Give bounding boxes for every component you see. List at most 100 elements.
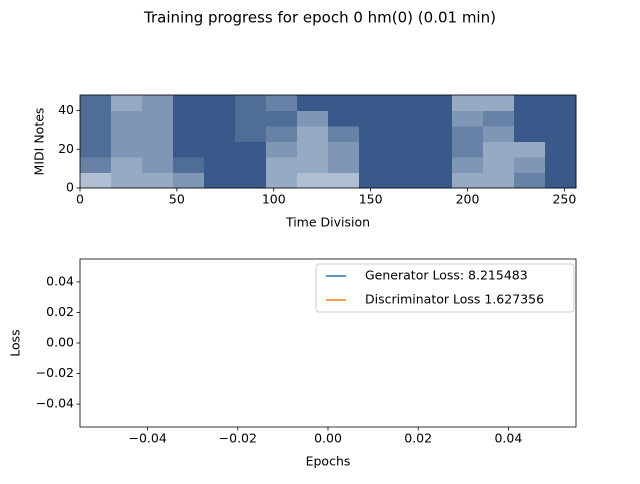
y-axis-label: MIDI Notes <box>32 108 47 176</box>
x-tick-label: 0.02 <box>404 431 432 446</box>
heat-cell <box>142 172 174 189</box>
y-tick-label: 40 <box>58 102 74 117</box>
axes-frame <box>79 94 577 189</box>
y-axis-label: Loss <box>8 329 23 356</box>
heat-cell <box>421 141 453 158</box>
heat-cell <box>173 172 205 189</box>
heat-cell <box>204 141 236 158</box>
heat-cell <box>514 126 546 142</box>
heat-cell <box>297 110 329 127</box>
heat-cell <box>235 110 267 127</box>
heat-cell <box>142 95 174 111</box>
heat-cell <box>142 141 174 158</box>
heat-cell <box>297 126 329 142</box>
y-tick-label: 0.04 <box>46 273 74 288</box>
heat-cell <box>111 126 143 142</box>
heat-cell <box>452 157 484 173</box>
y-tick-label: 0.00 <box>46 335 74 350</box>
heat-cell <box>328 95 360 111</box>
heat-cell <box>80 110 112 127</box>
heat-cell <box>390 157 422 173</box>
x-tick-label: 0.00 <box>314 431 342 446</box>
heat-cell <box>266 172 298 189</box>
heat-cell <box>359 110 391 127</box>
heat-cell <box>80 172 112 189</box>
heat-cell <box>204 110 236 127</box>
heat-cell <box>204 95 236 111</box>
heat-cell <box>80 141 112 158</box>
x-axis-label: Epochs <box>306 454 351 469</box>
heat-cell <box>80 95 112 111</box>
heat-cell <box>173 157 205 173</box>
heat-cell <box>545 157 577 173</box>
heat-cell <box>390 110 422 127</box>
x-tick-label: −0.02 <box>219 431 257 446</box>
y-tick-label: 20 <box>58 141 74 156</box>
heat-cell <box>421 157 453 173</box>
heat-cell <box>173 110 205 127</box>
heat-cell <box>204 172 236 189</box>
heat-cell <box>328 141 360 158</box>
heat-cell <box>111 141 143 158</box>
heat-cell <box>142 110 174 127</box>
y-tick-label: −0.02 <box>36 365 74 380</box>
x-tick-label: 0 <box>76 192 84 207</box>
heat-cell <box>80 126 112 142</box>
heat-cell <box>173 95 205 111</box>
y-tick-label: −0.04 <box>36 396 74 411</box>
x-tick-label: 50 <box>169 192 185 207</box>
heat-cell <box>297 157 329 173</box>
x-tick-label: 0.04 <box>494 431 522 446</box>
heat-cell <box>235 157 267 173</box>
heat-cell <box>235 172 267 189</box>
legend-label: Discriminator Loss 1.627356 <box>365 292 544 307</box>
y-tick-label: 0.02 <box>46 304 74 319</box>
y-tick-label: 0 <box>66 180 74 195</box>
heat-cell <box>514 157 546 173</box>
heat-cell <box>111 95 143 111</box>
heat-cell <box>390 141 422 158</box>
heat-cell <box>173 126 205 142</box>
heat-cell <box>328 157 360 173</box>
heat-cell <box>235 95 267 111</box>
heat-cell <box>545 172 577 189</box>
heat-cell <box>421 110 453 127</box>
heat-cell <box>173 141 205 158</box>
heat-cell <box>483 126 515 142</box>
heat-cell <box>421 172 453 189</box>
heat-cell <box>235 126 267 142</box>
heat-cell <box>266 141 298 158</box>
heat-cell <box>452 95 484 111</box>
heat-cell <box>421 95 453 111</box>
heat-cell <box>111 110 143 127</box>
heat-cell <box>266 157 298 173</box>
x-axis-label: Time Division <box>285 215 370 230</box>
heat-cell <box>390 95 422 111</box>
figure-title: Training progress for epoch 0 hm(0) (0.0… <box>143 9 496 27</box>
heat-cell <box>483 110 515 127</box>
heat-cell <box>204 157 236 173</box>
heat-cell <box>421 126 453 142</box>
heat-cell <box>483 95 515 111</box>
heat-cell <box>266 126 298 142</box>
heat-cell <box>514 110 546 127</box>
legend-label: Generator Loss: 8.215483 <box>365 268 528 283</box>
legend-box <box>315 263 575 313</box>
x-tick-label: 150 <box>359 192 383 207</box>
heat-cell <box>328 110 360 127</box>
heat-cell <box>297 172 329 189</box>
heat-cell <box>328 126 360 142</box>
heat-cell <box>297 95 329 111</box>
heat-cell <box>142 157 174 173</box>
heat-cell <box>359 126 391 142</box>
heat-cell <box>390 126 422 142</box>
heat-cell <box>297 141 329 158</box>
heat-cell <box>328 172 360 189</box>
heat-cell <box>359 157 391 173</box>
heat-cell <box>266 110 298 127</box>
heat-cell <box>545 126 577 142</box>
heat-cell <box>452 110 484 127</box>
heat-cell <box>204 126 236 142</box>
heat-cell <box>452 141 484 158</box>
